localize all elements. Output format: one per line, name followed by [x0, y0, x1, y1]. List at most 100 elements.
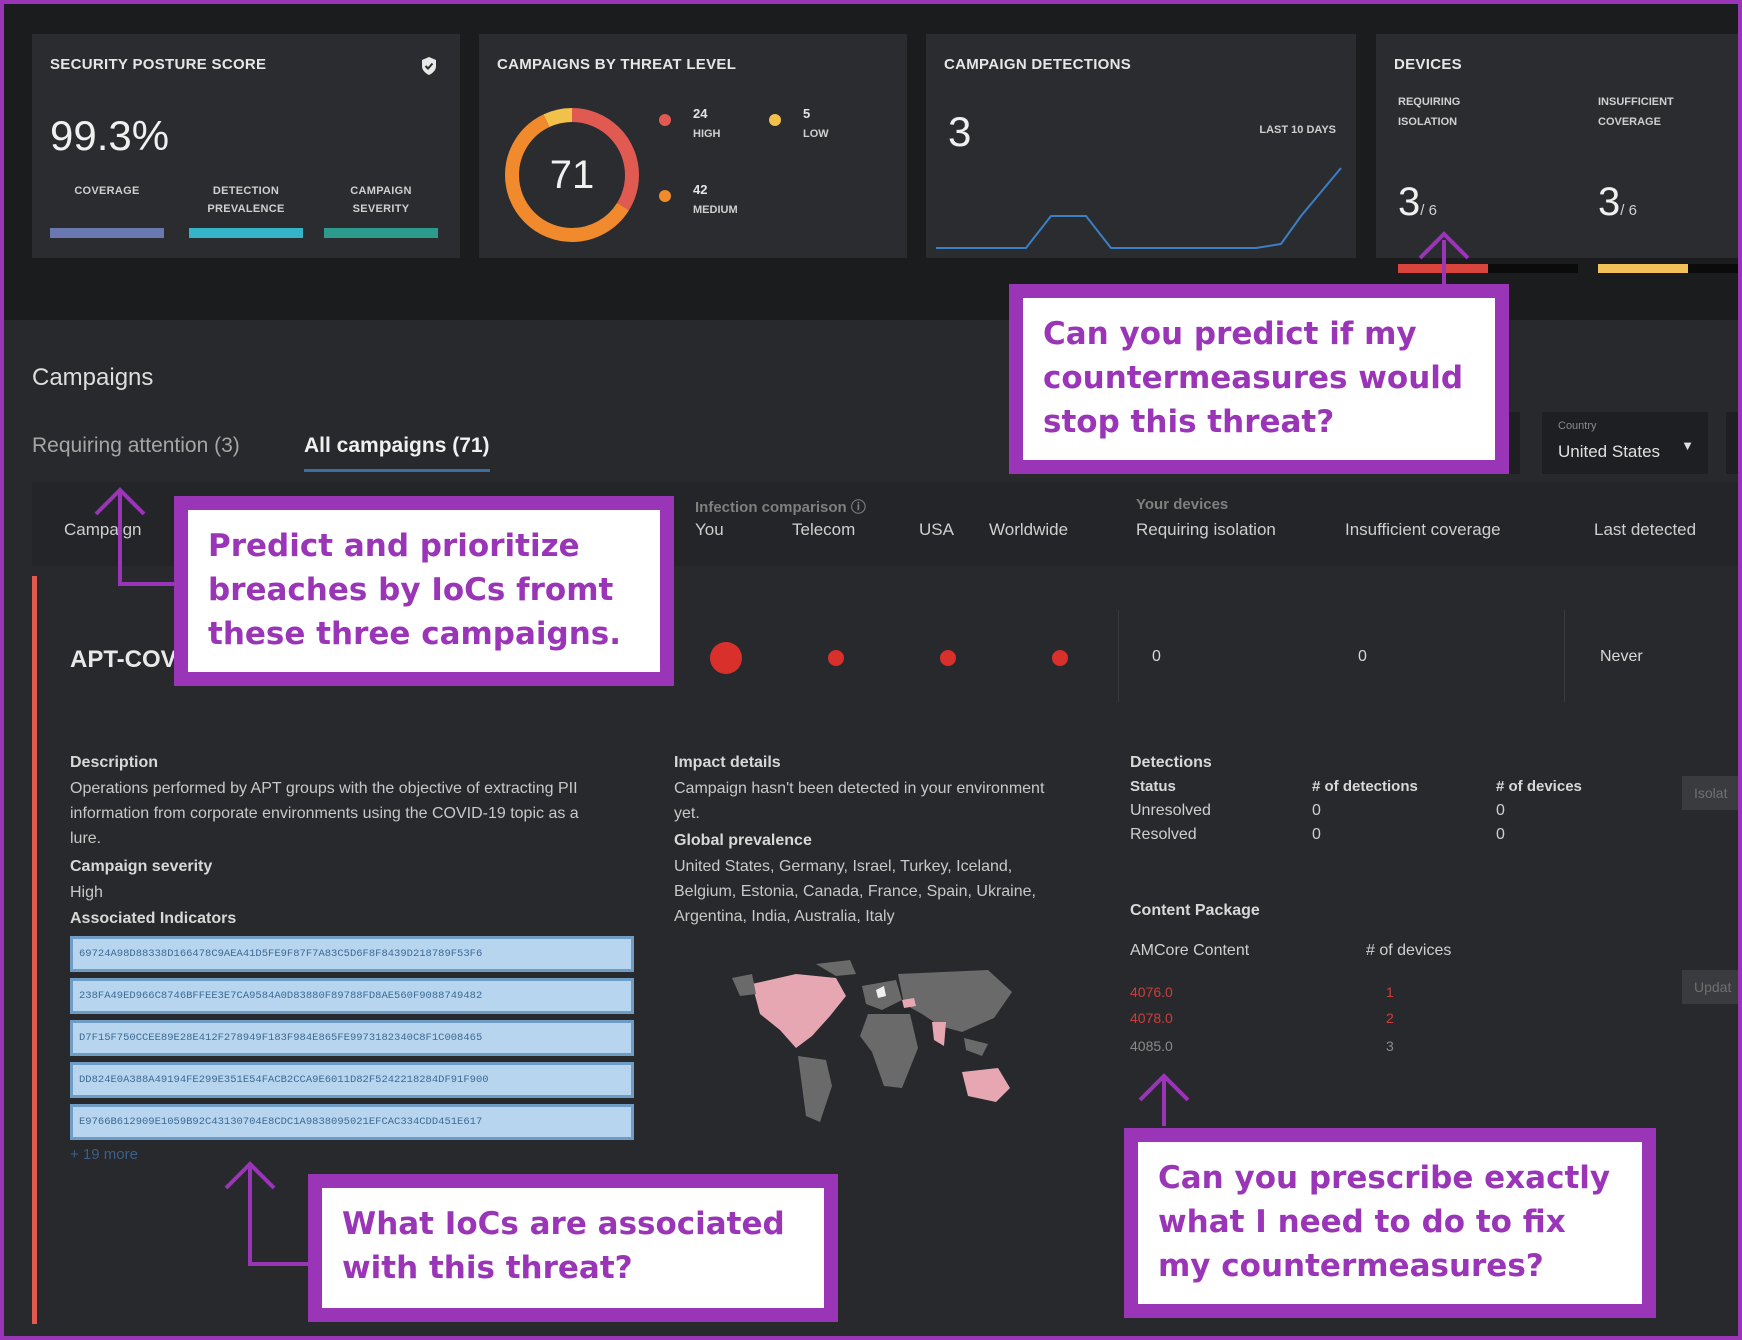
infection-you-dot — [710, 642, 742, 674]
content-devices: 1 — [1386, 984, 1394, 1000]
description-line: information from corporate environments … — [70, 805, 579, 822]
callout-line: what I need to do to fix — [1158, 1204, 1566, 1240]
legend-low-count: 5 — [803, 106, 811, 121]
callout-arrows — [94, 231, 1470, 1266]
devices-card[interactable]: DEVICES REQUIRING ISOLATION 3/ 6 INSUFFI… — [1376, 34, 1738, 273]
insufficient-coverage-count: 3 — [1598, 180, 1621, 224]
det-row-status: Resolved — [1130, 826, 1197, 843]
ioc-hash[interactable]: 238FA49ED966C8746BFFEE3E7CA9584A0D83880F… — [70, 978, 634, 1014]
requiring-isolation-value: 3/ 6 — [1398, 180, 1437, 225]
det-row-devices: 0 — [1496, 802, 1505, 819]
col-campaign[interactable]: Campaign — [64, 520, 142, 539]
callout-predict-countermeasures: Can you predict if my countermeasures wo… — [1009, 284, 1509, 474]
callout-line: Can you prescribe exactly — [1158, 1160, 1611, 1196]
country-filter-value: United States — [1558, 442, 1661, 461]
column-divider — [1564, 610, 1565, 702]
insufficient-coverage-label: INSUFFICIENT COVERAGE — [1598, 96, 1674, 128]
update-button[interactable]: Updat — [1682, 970, 1738, 1004]
requiring-isolation-total: / 6 — [1420, 202, 1437, 219]
legend-high: 24 HIGH — [659, 106, 749, 146]
severity-title: Campaign severity — [70, 858, 213, 875]
prevalence-text: United States, Germany, Israel, Turkey, … — [674, 854, 1036, 929]
tab-requiring-attention[interactable]: Requiring attention (3) — [32, 434, 240, 457]
ioc-hash[interactable]: 69724A98D88338D166478C9AEA41D5FE9F87F7A8… — [70, 936, 634, 972]
insufficient-coverage-metric: INSUFFICIENT COVERAGE 3/ 6 — [1598, 92, 1738, 273]
content-package-title: Content Package — [1130, 902, 1260, 919]
requiring-isolation-label: REQUIRING ISOLATION — [1398, 96, 1461, 128]
coverage-label: COVERAGE — [74, 185, 140, 197]
chevron-down-icon: ▼ — [1681, 438, 1694, 453]
callout-line: breaches by IoCs fromt — [208, 572, 614, 608]
security-posture-card[interactable]: SECURITY POSTURE SCORE 99.3% COVERAGE DE… — [32, 34, 460, 258]
col-last-detected[interactable]: Last detected — [1594, 520, 1697, 539]
detections-title: CAMPAIGN DETECTIONS — [944, 56, 1132, 73]
row-last-detected: Never — [1600, 648, 1643, 665]
det-row-detections: 0 — [1312, 802, 1321, 819]
callout-line: countermeasures would — [1043, 360, 1464, 396]
det-header-devices: # of devices — [1496, 778, 1582, 795]
col-worldwide[interactable]: Worldwide — [989, 520, 1069, 539]
info-icon: ⓘ — [850, 499, 866, 516]
callout-line: with this threat? — [342, 1250, 633, 1286]
col-telecom[interactable]: Telecom — [792, 520, 856, 539]
col-requiring-isolation[interactable]: Requiring isolation — [1136, 520, 1276, 539]
legend-medium: 42 MEDIUM — [659, 182, 759, 222]
description-line: lure. — [70, 830, 102, 847]
donut-segment-low — [505, 108, 639, 242]
indicators-title: Associated Indicators — [70, 910, 237, 927]
legend-high-dot — [659, 114, 671, 126]
campaign-severity-bar — [324, 228, 438, 238]
insufficient-coverage-total: / 6 — [1620, 202, 1637, 219]
summary-band: SECURITY POSTURE SCORE 99.3% COVERAGE DE… — [4, 4, 1738, 320]
legend-low-dot — [769, 114, 781, 126]
requiring-isolation-count: 3 — [1398, 180, 1421, 224]
detection-prevalence-metric: DETECTION PREVALENCE — [189, 182, 303, 238]
insufficient-coverage-fill — [1598, 264, 1688, 273]
content-version: 4085.0 — [1130, 1038, 1173, 1054]
requiring-isolation-track — [1398, 264, 1578, 273]
infection-usa-dot — [940, 650, 956, 666]
prevalence-line: Argentina, India, Australia, Italy — [674, 908, 895, 925]
legend-medium-label: MEDIUM — [693, 204, 738, 216]
devices-title: DEVICES — [1394, 56, 1462, 73]
infection-telecom-dot — [828, 650, 844, 666]
callout-line: What IoCs are associated — [342, 1206, 785, 1242]
description-line: Operations performed by APT groups with … — [70, 780, 578, 797]
callout-line: Can you predict if my — [1043, 316, 1417, 352]
detection-prevalence-bar — [189, 228, 303, 238]
callout-line: stop this threat? — [1043, 404, 1335, 440]
legend-low: 5 LOW — [769, 106, 859, 146]
prevalence-title: Global prevalence — [674, 832, 812, 849]
ioc-hash[interactable]: D7F15F750CCEE89E28E412F278949F183F984E86… — [70, 1020, 634, 1056]
det-row-status: Unresolved — [1130, 802, 1211, 819]
campaign-detections-card[interactable]: CAMPAIGN DETECTIONS 3 LAST 10 DAYS — [926, 34, 1356, 258]
insufficient-coverage-value: 3/ 6 — [1598, 180, 1637, 225]
prevalence-line: Belgium, Estonia, Canada, France, Spain,… — [674, 883, 1036, 900]
country-filter[interactable]: Country United States ▼ — [1542, 412, 1708, 474]
callout-prioritize-breaches: Predict and prioritize breaches by IoCs … — [174, 496, 674, 686]
ioc-hash[interactable]: DD824E0A388A49194FE299E351E54FACB2CCA9E6… — [70, 1062, 634, 1098]
isolate-button[interactable]: Isolat — [1682, 776, 1738, 810]
infection-worldwide-dot — [1052, 650, 1068, 666]
threat-level-card[interactable]: CAMPAIGNS BY THREAT LEVEL 71 24 HIGH 5 L… — [479, 34, 907, 258]
ioc-hash[interactable]: E9766B612909E1059B92C431307​04E8CDC1A983… — [70, 1104, 634, 1140]
threat-total: 71 — [550, 153, 595, 197]
legend-medium-count: 42 — [693, 182, 708, 197]
filter-dropdown-edge[interactable] — [1726, 412, 1738, 474]
callout-line: my countermeasures? — [1158, 1248, 1544, 1284]
col-usa[interactable]: USA — [919, 520, 954, 539]
det-header-status: Status — [1130, 778, 1176, 795]
col-you[interactable]: You — [695, 520, 724, 539]
coverage-metric: COVERAGE — [50, 182, 164, 238]
col-insufficient-coverage[interactable]: Insufficient coverage — [1345, 520, 1501, 539]
severity-value: High — [70, 884, 103, 901]
detections-range: LAST 10 DAYS — [1259, 124, 1336, 136]
more-indicators-link[interactable]: + 19 more — [70, 1146, 138, 1163]
threat-donut-chart: 71 — [505, 108, 639, 242]
campaign-row-name[interactable]: APT-COVI — [70, 646, 184, 673]
posture-score: 99.3% — [50, 112, 170, 159]
detections-section-title: Detections — [1130, 754, 1212, 771]
impact-title: Impact details — [674, 754, 781, 771]
tab-all-campaigns[interactable]: All campaigns (71) — [304, 434, 490, 472]
